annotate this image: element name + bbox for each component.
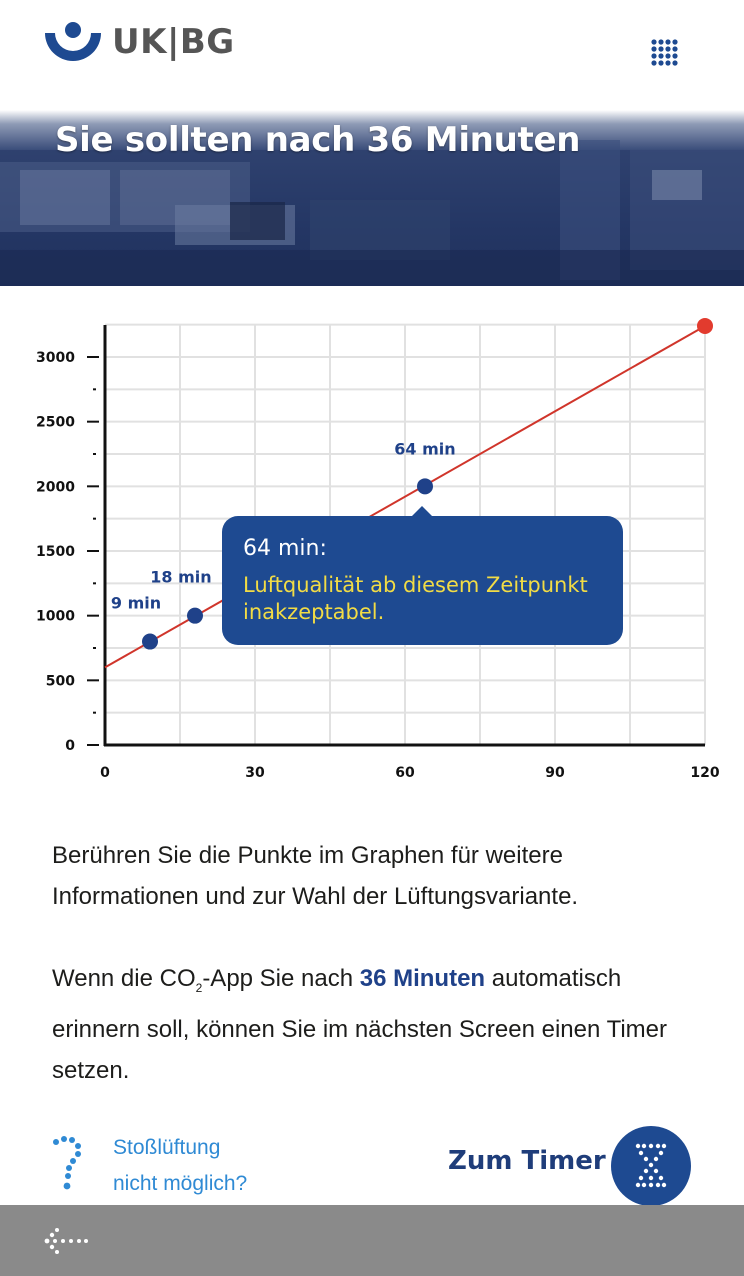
logo-text: UK|BG	[112, 22, 235, 62]
x-tick-label: 30	[245, 765, 265, 781]
data-point-label: 9 min	[111, 594, 161, 613]
data-point[interactable]	[697, 317, 713, 334]
to-timer-link[interactable]: Zum Timer	[448, 1146, 606, 1176]
help-label: Stoßlüftung nicht möglich?	[113, 1130, 313, 1202]
data-point-label: 18 min	[150, 568, 211, 587]
menu-button[interactable]	[648, 36, 682, 70]
logo-mark-icon	[45, 22, 101, 61]
dotted-back-arrow-icon	[44, 1228, 88, 1254]
tooltip-title: 64 min:	[243, 536, 327, 561]
minutes-highlight: 36 Minuten	[359, 965, 486, 992]
help-line-1: Stoßlüftung	[113, 1136, 221, 1159]
header-banner: Sie sollten nach 36 Minuten	[0, 110, 744, 286]
footer-bar	[0, 1205, 744, 1276]
timer-info-text: Wenn die CO2-App Sie nach 36 Minuten aut…	[52, 958, 702, 1091]
ukbg-logo: UK|BG	[44, 18, 235, 66]
x-tick-label: 60	[395, 765, 415, 781]
help-line-2: nicht möglich?	[113, 1172, 248, 1195]
x-tick-label: 90	[545, 765, 565, 781]
y-tick-label: 0	[65, 738, 75, 754]
hourglass-icon	[635, 1143, 667, 1188]
text-part: Wenn die CO	[52, 965, 196, 992]
text-part: -App Sie nach	[202, 965, 360, 992]
back-button[interactable]	[42, 1223, 90, 1259]
y-tick-label: 2500	[36, 415, 75, 431]
data-point-label: 64 min	[394, 439, 455, 458]
timer-button[interactable]	[611, 1126, 691, 1206]
y-tick-label: 500	[46, 673, 75, 689]
y-tick-label: 2000	[36, 479, 75, 495]
x-tick-label: 0	[100, 765, 110, 781]
instruction-text: Berühren Sie die Punkte im Graphen für w…	[52, 842, 579, 910]
office-photo	[0, 140, 744, 286]
x-tick-label: 120	[690, 765, 719, 781]
y-tick-label: 1500	[36, 544, 75, 560]
tooltip-text: Luftqualität ab diesem Zeitpunkt inakzep…	[243, 573, 588, 624]
top-bar: UK|BG	[0, 0, 744, 110]
co2-subscript: 2	[195, 980, 203, 995]
page-title: Sie sollten nach 36 Minuten	[55, 120, 581, 160]
question-mark-icon	[53, 1136, 81, 1190]
ventilation-not-possible-link[interactable]: Stoßlüftung nicht möglich?	[50, 1130, 290, 1210]
data-point[interactable]	[417, 478, 433, 495]
data-point[interactable]	[187, 607, 203, 624]
co2-trend-line	[104, 325, 706, 669]
y-tick-label: 3000	[36, 350, 75, 366]
grid-menu-icon	[651, 39, 678, 66]
chart-tooltip[interactable]: 64 min: Luftqualität ab diesem Zeitpunkt…	[222, 506, 623, 645]
text-part: automatisch erinnern soll, können Sie im…	[52, 965, 667, 1084]
y-tick-label: 1000	[36, 609, 75, 625]
data-point[interactable]	[142, 633, 158, 650]
